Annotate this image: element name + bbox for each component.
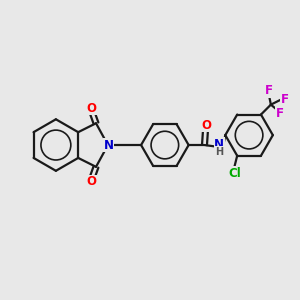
Text: H: H bbox=[215, 147, 223, 157]
Text: F: F bbox=[281, 93, 289, 106]
Text: F: F bbox=[265, 84, 273, 97]
Text: N: N bbox=[214, 138, 224, 151]
Text: O: O bbox=[86, 175, 96, 188]
Text: O: O bbox=[202, 119, 212, 132]
Text: Cl: Cl bbox=[229, 167, 242, 180]
Text: N: N bbox=[104, 139, 114, 152]
Text: O: O bbox=[86, 102, 96, 115]
Text: F: F bbox=[276, 107, 284, 120]
